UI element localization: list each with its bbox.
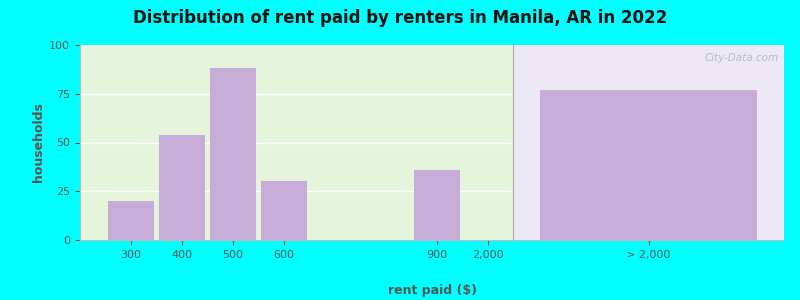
Text: City-Data.com: City-Data.com [705, 53, 778, 63]
Bar [540, 90, 757, 240]
Y-axis label: households: households [32, 103, 45, 182]
Bar [414, 170, 460, 240]
Text: rent paid ($): rent paid ($) [387, 284, 477, 297]
Bar [261, 182, 307, 240]
Bar [108, 201, 154, 240]
Bar [159, 135, 205, 240]
Bar [210, 68, 256, 240]
Text: Distribution of rent paid by renters in Manila, AR in 2022: Distribution of rent paid by renters in … [133, 9, 667, 27]
